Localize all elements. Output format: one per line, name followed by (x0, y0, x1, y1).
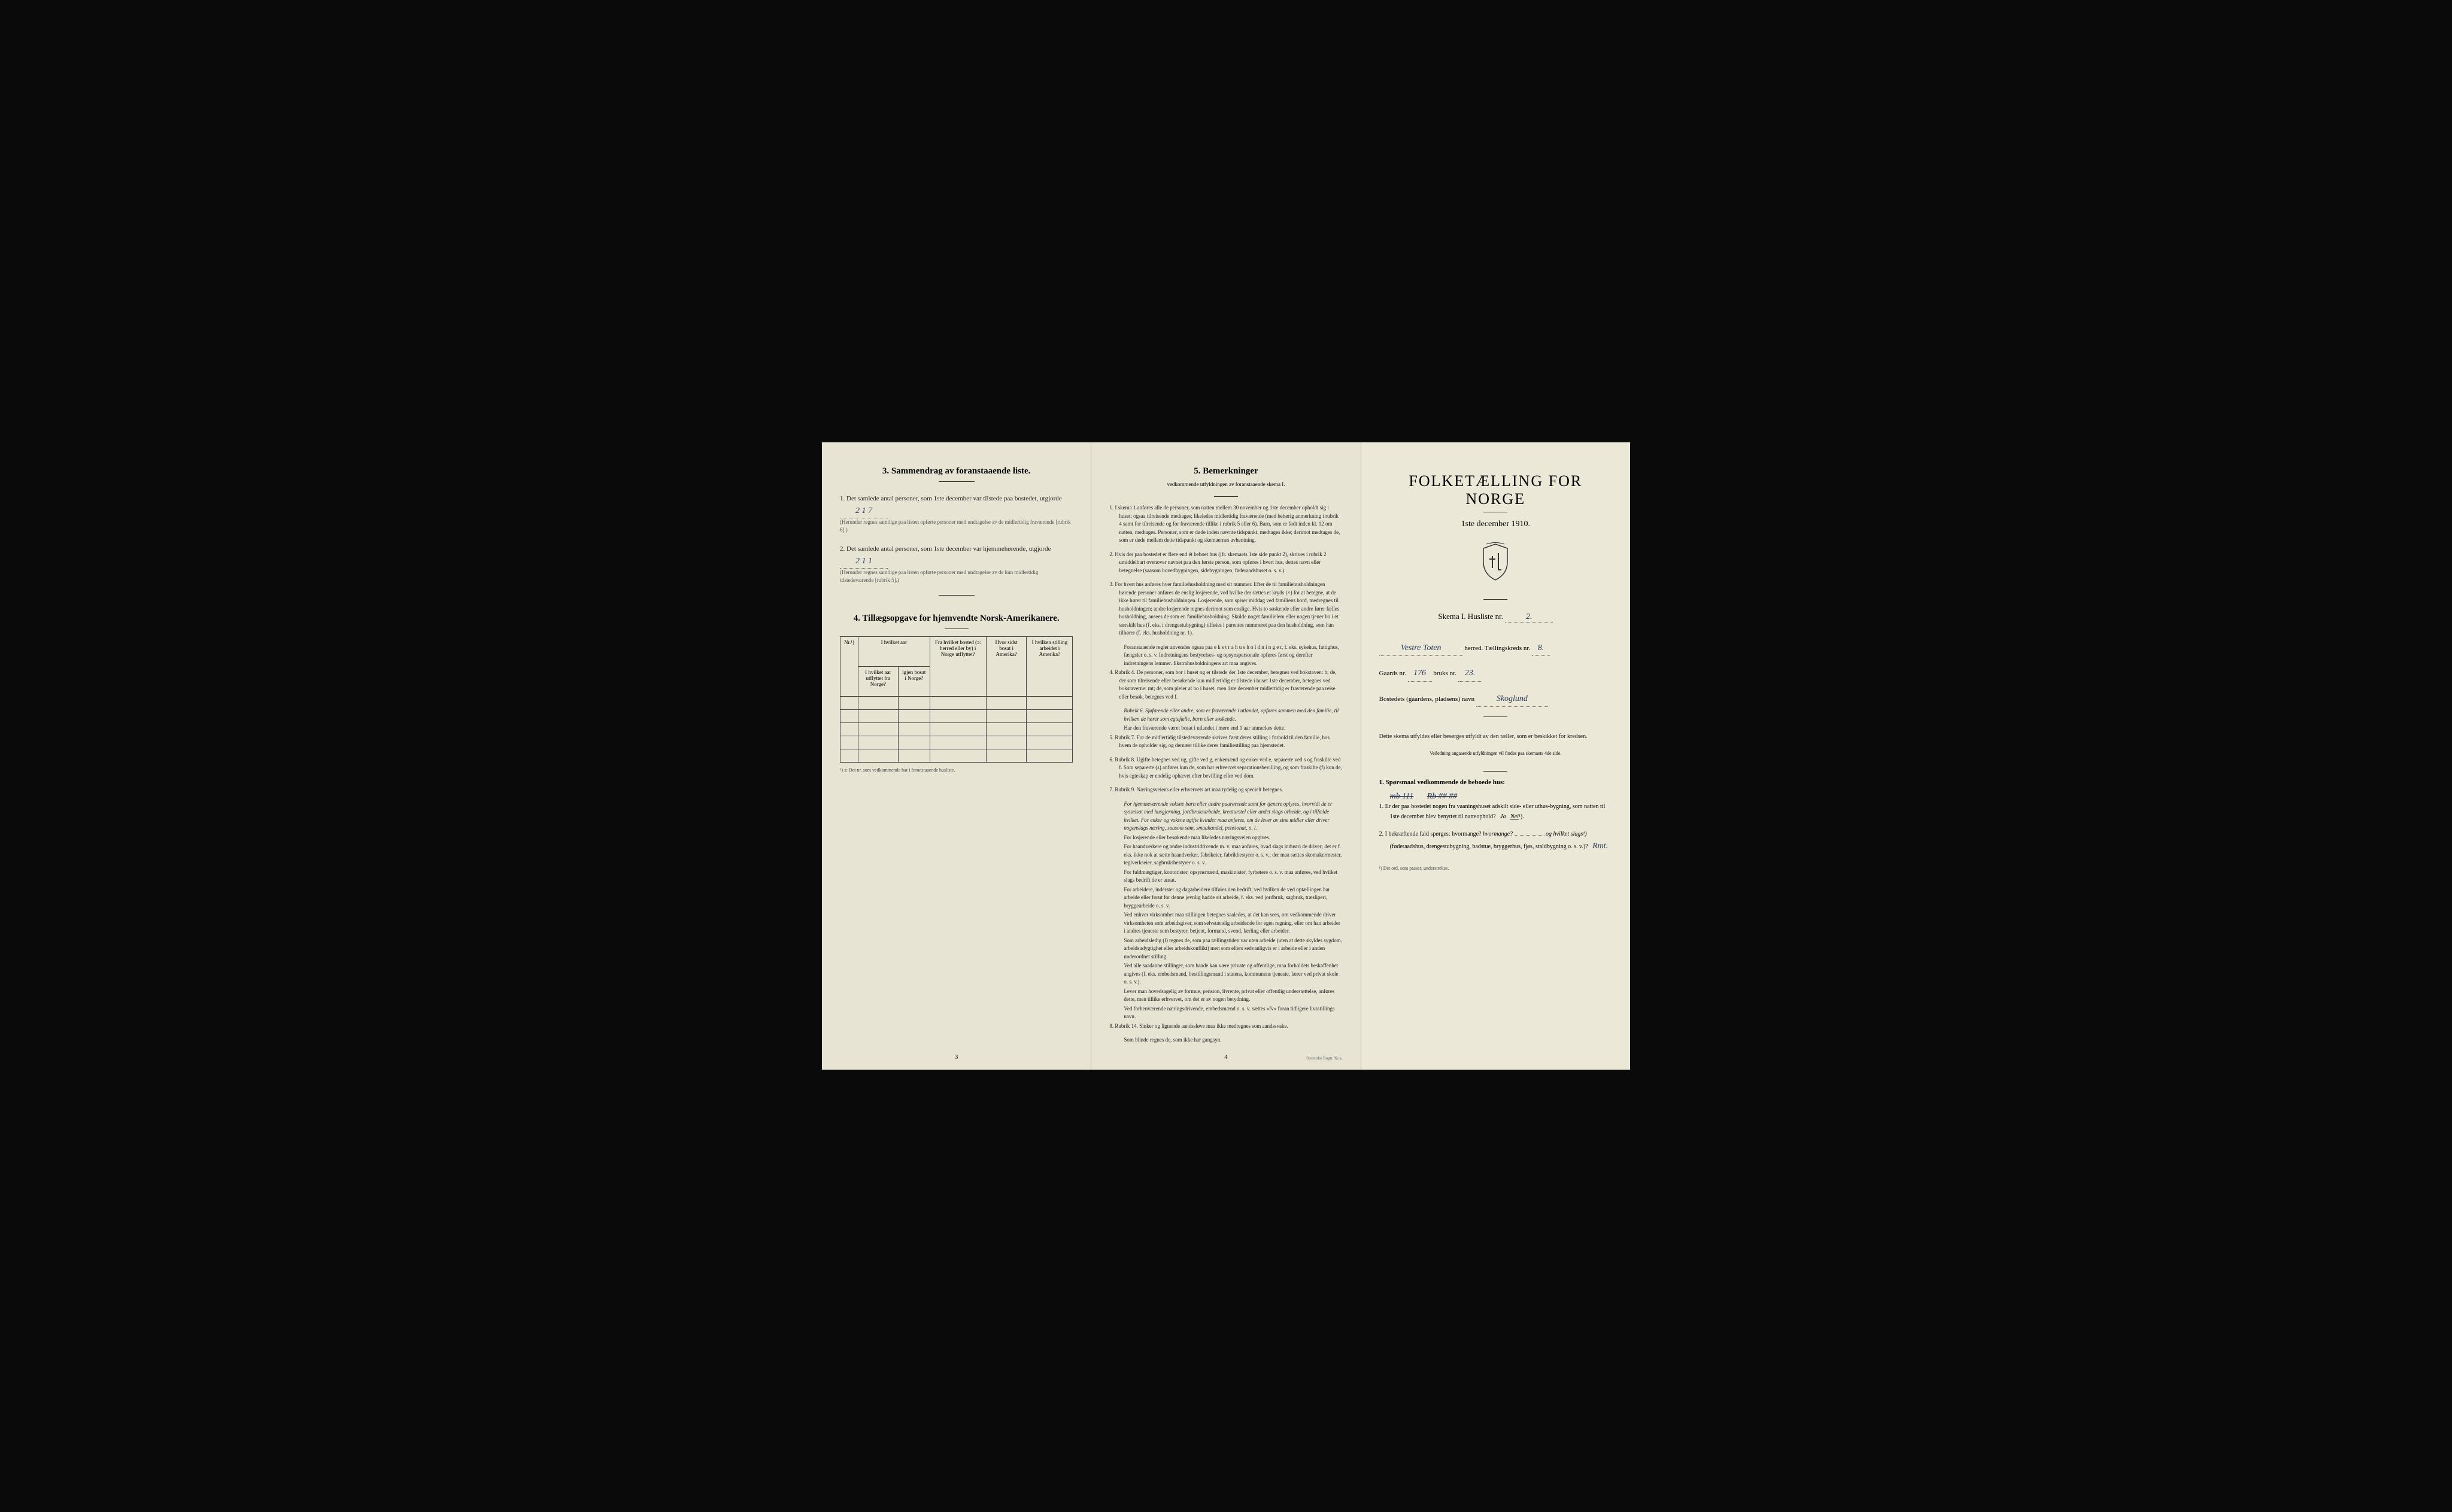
husliste-nr: 2. (1505, 612, 1553, 623)
question-footnote: ¹) Det ord, som passer, understrekes. (1379, 866, 1612, 871)
remark-5: 5. Rubrik 7. For de midlertidig tilstede… (1109, 734, 1342, 750)
printer-mark: Steen'ske Bogtr. Kr.a. (1306, 1056, 1343, 1061)
question-block: 1. Spørsmaal vedkommende de beboede hus:… (1379, 779, 1612, 871)
col-returned: igjen bosat i Norge? (898, 666, 930, 696)
table-row (840, 696, 1073, 709)
question-2: 2. I bekræftende fald spørges: hvormange… (1379, 829, 1612, 854)
divider (939, 481, 975, 482)
divider (1483, 771, 1507, 772)
remark-4: 4. Rubrik 4. De personer, som bor i huse… (1109, 669, 1342, 701)
section-3-title: 3. Sammendrag av foranstaaende liste. (840, 466, 1073, 476)
gaards-value: 176 (1408, 666, 1432, 681)
nei-underlined: Nei (1510, 813, 1519, 820)
remark-7j: Lever man hovedsagelig av formue, pensio… (1109, 988, 1342, 1004)
guide-instruction: Veiledning angaaende utfyldningen vil fi… (1379, 751, 1612, 756)
table-row (840, 749, 1073, 762)
remark-7b: For hjemmeværende voksne barn eller andr… (1109, 800, 1342, 833)
col-where: Hvor sidst bosat i Amerika? (986, 636, 1027, 696)
page-number: 4 (1224, 1053, 1228, 1061)
question-title: 1. Spørsmaal vedkommende de beboede hus: (1379, 779, 1612, 786)
col-nr: Nr.¹) (840, 636, 858, 696)
remark-7i: Ved alle saadanne stillinger, som baade … (1109, 962, 1342, 986)
item1-note: (Herunder regnes samtlige paa listen opf… (840, 518, 1073, 533)
main-title: FOLKETÆLLING FOR NORGE (1379, 472, 1612, 508)
col-from: Fra hvilket bosted (ɔ: herred eller by) … (930, 636, 986, 696)
bruks-value: 23. (1458, 666, 1482, 681)
section-5-subtitle: vedkommende utfyldningen av foranstaaend… (1109, 481, 1342, 487)
remark-3b: Foranstaaende regler anvendes ogsaa paa … (1109, 643, 1342, 668)
table-row (840, 736, 1073, 749)
remark-3: 3. For hvert hus anføres hver familiehus… (1109, 581, 1342, 637)
page-cover: FOLKETÆLLING FOR NORGE 1ste december 191… (1361, 442, 1630, 1070)
page-number: 3 (955, 1053, 958, 1061)
table-footnote: ¹) ɔ: Det nr. som vedkommende har i fora… (840, 767, 1073, 773)
coat-of-arms-icon (1379, 541, 1612, 590)
herred-value: Vestre Toten (1379, 640, 1463, 656)
col-position: I hvilken stilling arbeidet i Amerika? (1027, 636, 1073, 696)
remark-7c: For losjerende eller besøkende maa likel… (1109, 834, 1342, 842)
remark-7g: Ved enhver virksomhet maa stillingen bet… (1109, 911, 1342, 936)
remark-4c: Har den fraværende været bosat i utlande… (1109, 724, 1342, 733)
remark-7e: For fuldmægtiger, kontorister, opsynsmæn… (1109, 869, 1342, 885)
remark-7k: Ved forhenværende næringsdrivende, embed… (1109, 1005, 1342, 1021)
handwritten-note-2: Rb ## ## (1427, 792, 1458, 801)
divider (1483, 599, 1507, 600)
item2-value: 2 1 1 (840, 555, 888, 569)
divider (939, 595, 975, 596)
remarks-list: 1. I skema 1 anføres alle de personer, s… (1109, 504, 1342, 1045)
remark-4b: Rubrik 6. Sjøfarende eller andre, som er… (1109, 707, 1342, 723)
item1-value: 2 1 7 (840, 505, 888, 518)
col-year-header: I hvilket aar (858, 636, 930, 666)
section-5-title: 5. Bemerkninger (1109, 466, 1342, 476)
remark-7d: For haandverkere og andre industridriven… (1109, 843, 1342, 867)
remark-7h: Som arbeidsledig (l) regnes de, som paa … (1109, 937, 1342, 961)
table-row (840, 709, 1073, 722)
divider (1214, 496, 1238, 497)
herred-field: Vestre Toten herred. Tællingskreds nr. 8… (1379, 640, 1612, 656)
divider (1483, 716, 1507, 717)
remark-2: 2. Hvis der paa bostedet er flere end ét… (1109, 551, 1342, 575)
emigrant-table: Nr.¹) I hvilket aar Fra hvilket bosted (… (840, 636, 1073, 763)
census-document: 3. Sammendrag av foranstaaende liste. 1.… (807, 427, 1645, 1085)
item2-note: (Herunder regnes samtlige paa listen opf… (840, 569, 1073, 584)
table-row (840, 722, 1073, 736)
remark-7: 7. Rubrik 9. Næringsveiens eller erhverv… (1109, 786, 1342, 794)
q2-value: Rmt. (1592, 842, 1608, 851)
gaards-field: Gaards nr. 176 bruks nr. 23. (1379, 666, 1612, 681)
bosted-field: Bostedets (gaardens, pladsens) navn Skog… (1379, 691, 1612, 707)
main-subtitle: 1ste december 1910. (1379, 520, 1612, 529)
remark-7f: For arbeidere, inderster og dagarbeidere… (1109, 886, 1342, 910)
section-4: 4. Tillægsopgave for hjemvendte Norsk-Am… (840, 614, 1073, 773)
remark-6: 6. Rubrik 8. Ugifte betegnes ved ug, gif… (1109, 756, 1342, 781)
section-4-title: 4. Tillægsopgave for hjemvendte Norsk-Am… (840, 614, 1073, 624)
remark-1: 1. I skema 1 anføres alle de personer, s… (1109, 504, 1342, 545)
fill-instruction: Dette skema utfyldes eller besørges utfy… (1379, 732, 1612, 742)
bosted-value: Skoglund (1476, 691, 1548, 707)
kreds-value: 8. (1532, 640, 1550, 656)
form-identifier: Skema I. Husliste nr. 2. (1379, 612, 1612, 623)
remark-8b: Som blinde regnes de, som ikke har gangs… (1109, 1036, 1342, 1045)
question-1: 1. Er der paa bostedet nogen fra vaaning… (1379, 801, 1612, 822)
handwritten-note-1: mb 111 (1390, 792, 1414, 801)
summary-item-1: 1. Det samlede antal personer, som 1ste … (840, 494, 1073, 533)
remark-8: 8. Rubrik 14. Sinker og lignende aandssl… (1109, 1022, 1342, 1031)
col-emigrated: I hvilket aar utflyttet fra Norge? (858, 666, 898, 696)
summary-item-2: 2. Det samlede antal personer, som 1ste … (840, 544, 1073, 584)
page-4: 5. Bemerkninger vedkommende utfyldningen… (1091, 442, 1361, 1070)
page-3: 3. Sammendrag av foranstaaende liste. 1.… (822, 442, 1091, 1070)
